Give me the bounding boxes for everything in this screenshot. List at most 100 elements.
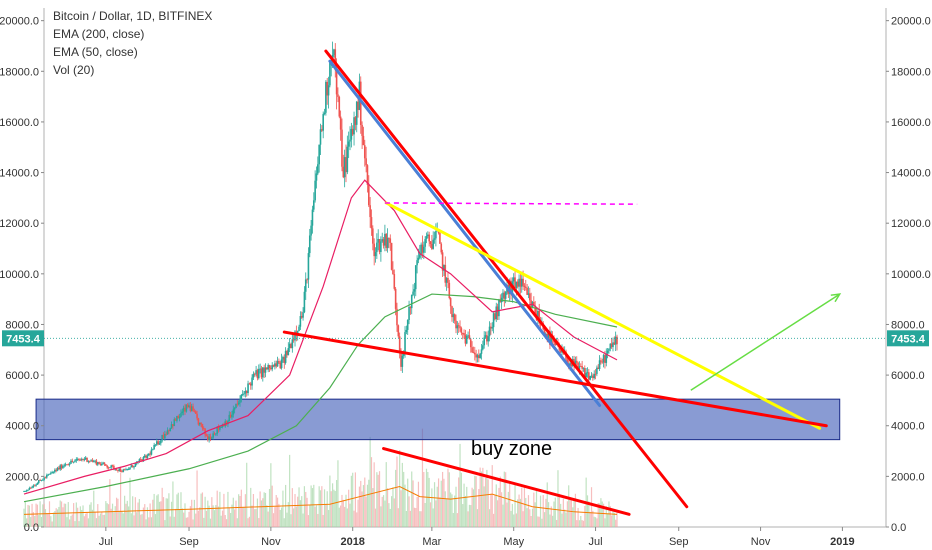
candle-body	[278, 360, 280, 363]
candle-body	[329, 61, 331, 86]
buy-zone-label: buy zone	[471, 438, 552, 460]
volume-bar	[392, 487, 394, 527]
volume-bar	[337, 460, 339, 527]
candle-body	[325, 81, 327, 113]
candle-body	[378, 238, 381, 253]
candle-body	[204, 428, 206, 435]
candle-body	[126, 469, 129, 470]
volume-bar	[118, 510, 120, 527]
volume-bar	[440, 480, 442, 527]
volume-bar	[586, 495, 589, 527]
volume-bar	[187, 517, 189, 527]
candle-body	[502, 292, 504, 298]
candle-body	[121, 471, 123, 473]
candle-body	[554, 342, 557, 346]
volume-bar	[126, 500, 128, 527]
candle-body	[88, 460, 91, 462]
volume-bar	[502, 504, 504, 527]
candle-body	[527, 293, 530, 295]
volume-bar	[51, 521, 53, 527]
volume-bar	[323, 489, 326, 527]
volume-bar	[111, 503, 114, 527]
volume-bar	[79, 506, 81, 527]
candle-body	[429, 241, 432, 245]
candle-body	[235, 403, 237, 408]
volume-bar	[73, 503, 75, 527]
volume-bar	[211, 497, 213, 527]
candle-body	[323, 112, 326, 115]
candle-body	[98, 462, 100, 464]
candle-body	[465, 335, 468, 344]
volume-bar	[313, 484, 315, 527]
x-tick-label: May	[503, 536, 524, 548]
candle-body	[413, 289, 416, 292]
candle-body	[117, 470, 119, 472]
candle-body	[459, 326, 461, 329]
volume-bar	[503, 471, 505, 527]
volume-bar	[196, 470, 198, 527]
candle-body	[133, 466, 135, 468]
volume-bar	[289, 454, 291, 527]
volume-bar	[236, 518, 238, 527]
volume-bar	[506, 502, 508, 527]
candle-body	[392, 269, 394, 275]
volume-bar	[466, 486, 468, 527]
volume-bar	[565, 512, 567, 527]
candle-body	[154, 444, 157, 446]
volume-bar	[169, 516, 171, 527]
volume-bar	[172, 481, 174, 527]
candle-body	[418, 254, 421, 258]
candle-body	[62, 466, 64, 469]
volume-bar	[370, 457, 373, 527]
candle-body	[47, 474, 49, 476]
candle-body	[95, 460, 98, 465]
volume-bar	[358, 486, 361, 527]
volume-bar	[605, 506, 607, 527]
candle-body	[219, 427, 221, 430]
volume-bar	[298, 487, 300, 527]
volume-bar	[368, 479, 370, 527]
candle-body	[343, 157, 346, 178]
candle-body	[143, 455, 146, 458]
candle-body	[105, 464, 107, 466]
volume-bar	[322, 514, 324, 527]
candle-body	[228, 414, 231, 421]
candle-body	[82, 459, 84, 460]
volume-bar	[569, 497, 571, 527]
volume-bar	[319, 490, 322, 527]
candle-body	[23, 491, 25, 493]
candle-body	[99, 463, 102, 466]
volume-bar	[293, 508, 295, 527]
volume-bar	[482, 467, 484, 527]
candle-body	[469, 339, 472, 348]
volume-bar	[444, 491, 446, 527]
volume-bar	[291, 488, 293, 527]
volume-bar	[38, 515, 40, 527]
volume-bar	[507, 491, 509, 527]
volume-bar	[447, 468, 449, 527]
candle-body	[480, 349, 483, 354]
y-tick-label-left: 6000.0	[5, 370, 39, 382]
volume-bar	[549, 514, 551, 527]
candle-body	[79, 459, 82, 461]
candle-body	[424, 239, 426, 247]
volume-bar	[287, 502, 289, 527]
trendline-yellow	[384, 201, 822, 430]
candle-body	[372, 228, 374, 244]
candle-body	[185, 404, 188, 412]
candle-body	[72, 461, 75, 463]
candle-body	[174, 419, 177, 421]
volume-bar	[238, 494, 240, 527]
candle-body	[110, 465, 113, 468]
volume-bar	[378, 471, 381, 527]
candle-body	[257, 369, 260, 379]
volume-bar	[85, 513, 87, 527]
trendline-red	[324, 49, 689, 509]
volume-bar	[413, 507, 416, 527]
volume-bar	[446, 498, 448, 527]
volume-bar	[340, 505, 342, 527]
volume-bar	[471, 487, 473, 527]
volume-bar	[299, 500, 301, 527]
volume-bar	[148, 517, 150, 527]
